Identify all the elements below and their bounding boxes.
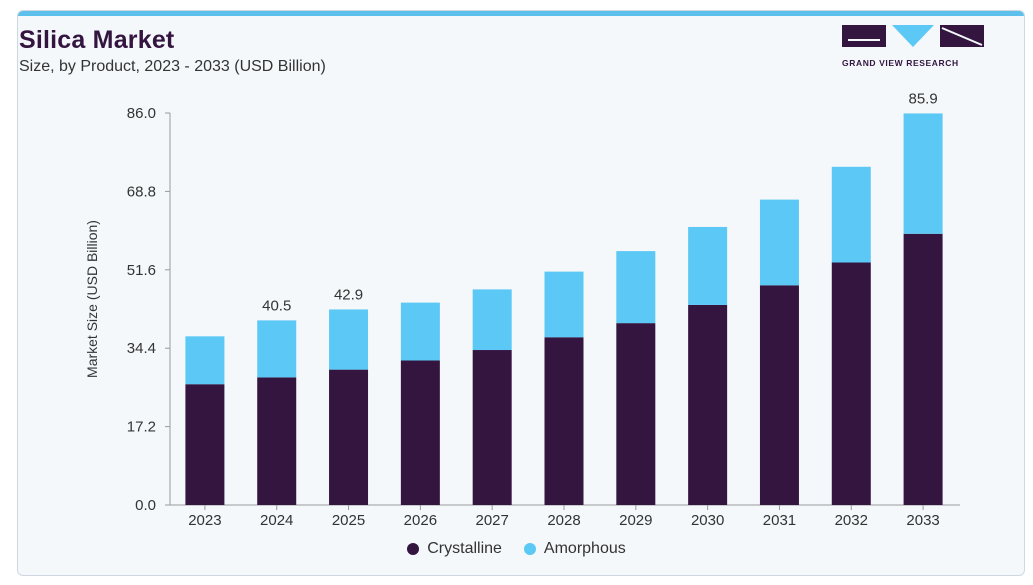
- legend-marker-crystalline: [407, 543, 420, 555]
- y-axis-title: Market Size (USD Billion): [84, 220, 100, 378]
- legend: Crystalline Amorphous: [0, 538, 1033, 560]
- x-tick-label: 2028: [547, 512, 580, 529]
- bar-crystalline-2026: [400, 360, 440, 505]
- data-label-2024: 40.5: [262, 297, 291, 314]
- accent-bar: [18, 11, 1024, 16]
- data-label-2025: 42.9: [334, 286, 363, 303]
- bar-crystalline-2030: [688, 304, 728, 505]
- y-tick-label: 51.6: [127, 262, 156, 279]
- chart-subtitle: Size, by Product, 2023 - 2033 (USD Billi…: [19, 58, 326, 75]
- bar-amorphous-2024: [257, 320, 297, 378]
- bar-crystalline-2024: [257, 377, 297, 505]
- brand-logo: [842, 25, 984, 47]
- bar-crystalline-2027: [472, 350, 512, 505]
- bar-amorphous-2030: [688, 226, 728, 305]
- data-label-2033: 85.9: [908, 90, 937, 107]
- brand-name: GRAND VIEW RESEARCH: [842, 58, 959, 68]
- bar-amorphous-2033: [903, 113, 943, 234]
- x-tick-label: 2029: [619, 512, 652, 529]
- bar-crystalline-2033: [903, 233, 943, 505]
- x-tick-label: 2031: [763, 512, 796, 529]
- x-tick-label: 2024: [260, 512, 293, 529]
- bar-amorphous-2031: [759, 199, 799, 286]
- x-tick-label: 2026: [404, 512, 437, 529]
- legend-item-amorphous: Amorphous: [523, 538, 626, 560]
- x-tick-label: 2025: [332, 512, 365, 529]
- bar-amorphous-2027: [472, 289, 512, 351]
- legend-label-amorphous: Amorphous: [543, 540, 626, 557]
- chart-title: Silica Market: [19, 26, 175, 54]
- bar-amorphous-2028: [544, 271, 584, 338]
- bar-crystalline-2025: [329, 369, 369, 505]
- y-tick-label: 0.0: [135, 497, 156, 514]
- bar-amorphous-2029: [616, 251, 656, 324]
- x-tick-label: 2023: [188, 512, 221, 529]
- bar-crystalline-2032: [831, 262, 871, 505]
- bar-amorphous-2023: [185, 336, 225, 385]
- legend-marker-amorphous: [523, 543, 536, 555]
- y-tick-label: 17.2: [127, 419, 156, 436]
- legend-item-crystalline: Crystalline: [407, 538, 502, 560]
- y-tick-label: 68.8: [127, 183, 156, 200]
- y-tick-label: 34.4: [127, 340, 156, 357]
- bar-amorphous-2026: [400, 302, 440, 361]
- x-tick-label: 2032: [835, 512, 868, 529]
- x-tick-label: 2027: [475, 512, 508, 529]
- bar-crystalline-2029: [616, 323, 656, 505]
- y-tick-label: 86.0: [127, 105, 156, 122]
- legend-label-crystalline: Crystalline: [427, 540, 502, 557]
- bar-crystalline-2028: [544, 337, 584, 505]
- bar-crystalline-2031: [759, 285, 799, 505]
- bar-amorphous-2032: [831, 166, 871, 263]
- x-tick-label: 2030: [691, 512, 724, 529]
- bar-crystalline-2023: [185, 384, 225, 505]
- x-tick-label: 2033: [906, 512, 939, 529]
- bar-amorphous-2025: [329, 309, 369, 370]
